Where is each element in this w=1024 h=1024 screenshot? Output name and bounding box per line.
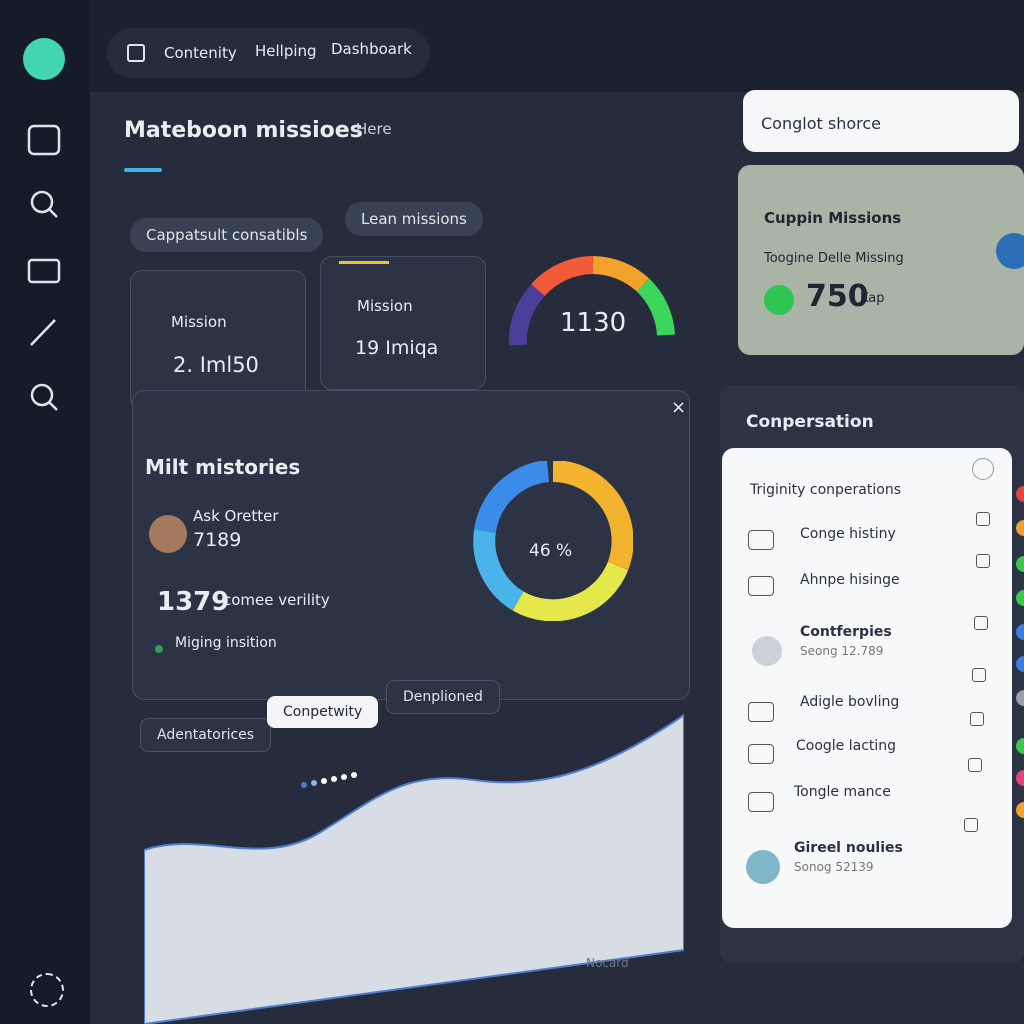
conversation-panel: Triginity conperations Conge histiny Ahn… [722,448,1012,928]
item-label[interactable]: Ahnpe hisinge [800,572,900,588]
stat-label: Mission [171,313,227,331]
header-link[interactable]: Here [356,120,392,138]
icon-store[interactable] [27,258,61,284]
stat-label: Mission [357,297,413,315]
item-icon [748,744,774,764]
tab[interactable]: Conpetwity [267,696,379,728]
stat-card: Mission 2. Iml50 [130,270,306,410]
donut-label: 46 % [529,541,573,561]
item-avatar [746,850,780,884]
item-icon [748,792,774,812]
status-dot [1016,656,1024,672]
icon-search[interactable] [30,190,54,214]
map-title: Cuppin Missions [764,209,902,227]
map-value: 750 [806,279,869,314]
item-label[interactable]: Contferpies [800,624,892,640]
checkbox[interactable] [970,712,984,726]
user-value: 7189 [193,529,242,551]
pill[interactable]: Lean missions [345,202,483,236]
logo[interactable] [23,38,65,80]
stat-card: Mission 19 Imiqa [320,256,486,390]
status-dot [1016,624,1024,640]
status-dot [1016,486,1024,502]
stat-value: 19 Imiqa [355,337,439,359]
panel-title: Triginity conperations [750,482,901,498]
gauge-value: 1130 [560,308,627,338]
item-sub: Seong 12.789 [800,644,884,658]
stat-value: 2. Iml50 [173,353,259,377]
item-label[interactable]: Adigle bovling [800,694,900,710]
nav: Contenity Hellping Dashboark [107,28,430,78]
avatar [149,515,187,553]
search-placeholder: Conglot shorce [761,114,881,133]
item-label[interactable]: Gireel noulies [794,840,903,856]
map-subtitle: Toogine Delle Missing [764,251,904,266]
history-card: × Milt mistories Ask Oretter 7189 1379 c… [132,390,690,700]
status-dot [1016,690,1024,706]
footer: Nocard [586,956,629,970]
map-card: Cuppin Missions Toogine Delle Missing 75… [738,165,1024,355]
metric-value: 1379 [157,587,230,617]
status-dot [1016,738,1024,754]
item-icon [748,530,774,550]
card-title: Milt mistories [145,455,301,479]
checkbox[interactable] [972,668,986,682]
next-button[interactable] [996,233,1024,269]
donut [473,461,633,621]
checkbox[interactable] [968,758,982,772]
nav-item[interactable]: Dashboark [331,40,412,58]
icon-refresh[interactable] [30,973,64,1007]
item-label[interactable]: Conge histiny [800,526,896,542]
item-icon [748,576,774,596]
sidebar [0,0,90,1024]
page-title: Mateboon missioes [124,118,363,143]
user-name: Ask Oretter [193,507,279,525]
nav-item[interactable]: Hellping [255,42,317,60]
status-dot [1016,590,1024,606]
nav-item[interactable]: Contenity [164,44,237,62]
search-box[interactable]: Conglot shorce [743,90,1019,152]
sidebar-icons [27,124,61,411]
checkbox[interactable] [964,818,978,832]
status-dot [1016,770,1024,786]
status-dot [1016,520,1024,536]
icon-note[interactable] [27,124,61,156]
map-unit: Kap [860,291,885,306]
gauge [508,256,675,346]
item-icon [748,702,774,722]
accent [339,261,389,264]
section-title: Conpersation [746,412,874,432]
icon-trend[interactable] [30,319,56,346]
item-sub: Sonog 52139 [794,860,874,874]
title-underline [124,168,162,172]
checkbox[interactable] [976,554,990,568]
pill[interactable]: Cappatsult consatibls [130,218,324,252]
status: Miging insition [175,635,277,651]
item-avatar [752,636,782,666]
item-label[interactable]: Tongle mance [794,784,891,800]
tab[interactable]: Denplioned [386,680,500,714]
add-button[interactable] [764,285,794,315]
panel-close[interactable] [972,458,994,480]
status-dot [1016,802,1024,818]
icon-search-2[interactable] [30,383,54,407]
checkbox[interactable] [976,512,990,526]
item-label[interactable]: Coogle lacting [796,738,897,754]
metric-label: comee verility [223,591,330,609]
area-chart [144,713,684,1024]
checkbox[interactable] [974,616,988,630]
status-dot [155,645,163,653]
home-icon[interactable] [127,44,145,62]
close-button[interactable]: × [671,397,687,418]
tab[interactable]: Adentatorices [140,718,272,752]
status-dot [1016,556,1024,572]
